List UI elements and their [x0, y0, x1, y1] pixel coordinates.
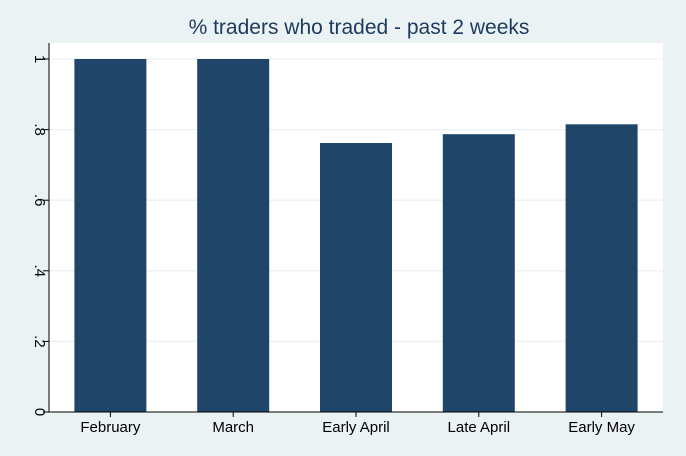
bar-february — [74, 59, 147, 412]
y-tick-label: .2 — [31, 335, 48, 348]
y-tick-label: .8 — [31, 123, 48, 136]
x-axis: February March Early April Late April Early … — [49, 411, 663, 436]
y-tick-label: .4 — [31, 265, 48, 278]
y-axis: 0 .2 .4 .6 .8 1 — [31, 43, 50, 416]
bar-early-april — [320, 143, 392, 412]
bar-early-may — [565, 124, 638, 413]
x-tick-label: February — [80, 419, 141, 436]
bars — [74, 59, 638, 413]
bar-march — [197, 59, 270, 412]
x-tick-label: Late April — [448, 419, 511, 436]
y-tick-label: 0 — [31, 408, 48, 416]
x-tick-label: March — [212, 419, 254, 436]
x-tick-label: Early May — [568, 419, 635, 436]
bar-late-april — [442, 134, 515, 412]
x-tick-label: Early April — [322, 419, 390, 436]
y-tick-label: .6 — [31, 194, 48, 207]
y-tick-label: 1 — [31, 55, 48, 63]
chart-title: % traders who traded - past 2 weeks — [189, 16, 530, 39]
